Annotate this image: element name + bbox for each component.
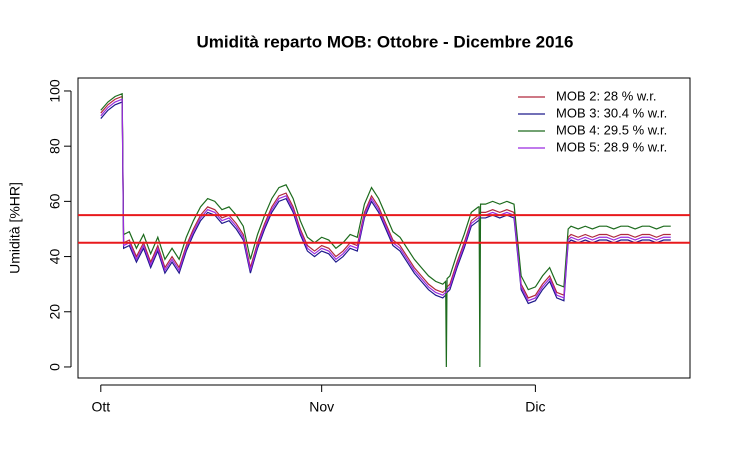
y-tick-label: 20 [47, 304, 63, 320]
series-line [100, 92, 671, 367]
legend-label: MOB 4: 29.5 % w.r. [556, 122, 667, 137]
y-tick-label: 60 [47, 193, 63, 209]
series-line [100, 98, 671, 302]
legend-label: MOB 5: 28.9 % w.r. [556, 139, 667, 154]
chart-title: Umidità reparto MOB: Ottobre - Dicembre … [197, 32, 574, 51]
x-tick-label: Dic [525, 399, 545, 415]
y-tick-label: 40 [47, 249, 63, 265]
x-tick-label: Nov [309, 399, 334, 415]
plot-frame [77, 77, 691, 379]
legend-label: MOB 3: 30.4 % w.r. [556, 105, 667, 120]
y-tick-label: 0 [47, 363, 63, 371]
legend-label: MOB 2: 28 % w.r. [556, 88, 656, 103]
y-tick-label: 100 [47, 79, 63, 103]
y-tick-label: 80 [47, 138, 63, 154]
series-line [100, 95, 671, 299]
y-axis-title: Umidità [%HR] [7, 182, 23, 274]
x-tick-label: Ott [91, 399, 110, 415]
